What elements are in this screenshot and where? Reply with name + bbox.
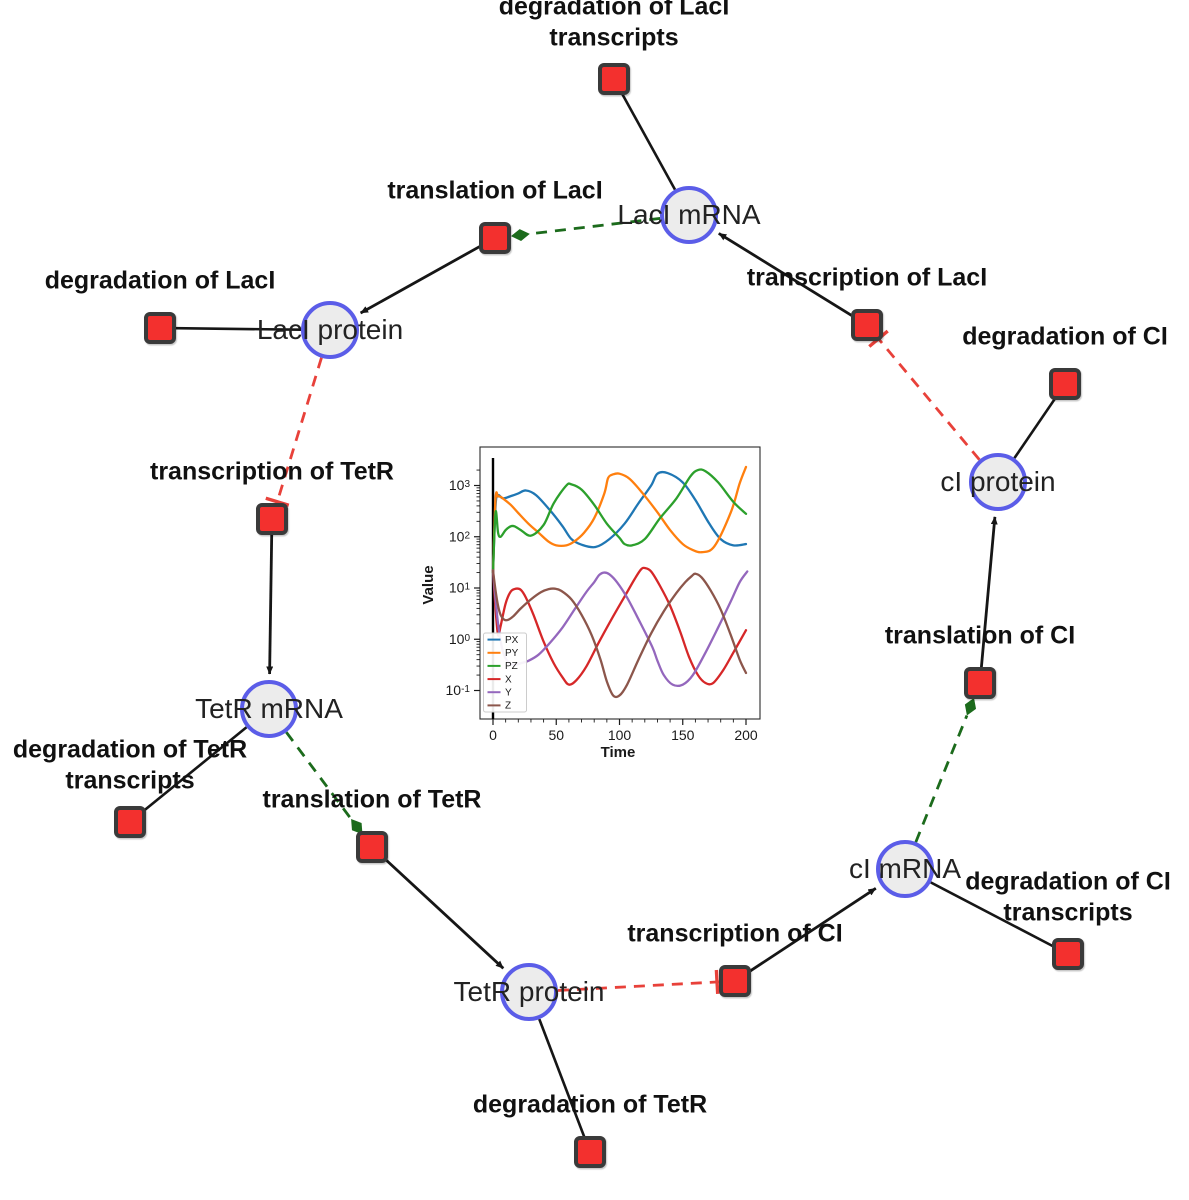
svg-text:Y: Y (505, 688, 512, 699)
svg-text:PZ: PZ (505, 661, 518, 672)
svg-text:0: 0 (489, 727, 497, 743)
svg-text:200: 200 (734, 727, 758, 743)
svg-text:102: 102 (449, 528, 471, 544)
svg-text:100: 100 (449, 631, 471, 647)
svg-text:Z: Z (505, 701, 511, 712)
svg-text:Time: Time (601, 744, 636, 761)
svg-text:10-1: 10-1 (446, 682, 471, 698)
svg-text:101: 101 (449, 580, 471, 596)
svg-text:100: 100 (608, 727, 632, 743)
svg-text:PY: PY (505, 648, 519, 659)
svg-text:Value: Value (420, 565, 437, 604)
svg-text:PX: PX (505, 635, 519, 646)
svg-text:50: 50 (548, 727, 564, 743)
svg-text:X: X (505, 674, 512, 685)
svg-text:150: 150 (671, 727, 695, 743)
svg-text:103: 103 (449, 477, 471, 493)
